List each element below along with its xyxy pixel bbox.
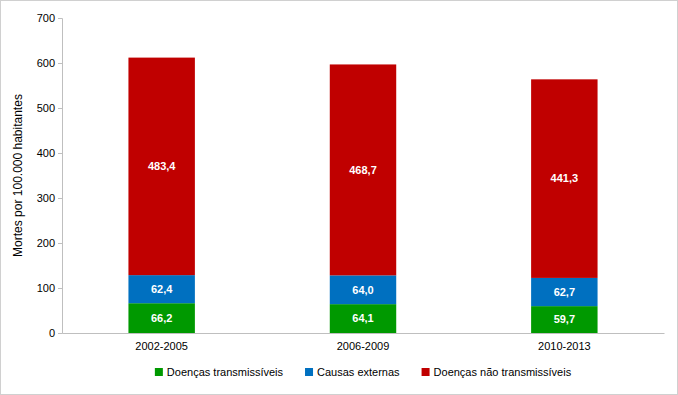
data-label: 64,0 xyxy=(352,284,373,296)
data-label: 468,7 xyxy=(349,164,377,176)
data-label: 66,2 xyxy=(151,312,172,324)
x-tick: 2002-2005 xyxy=(135,333,188,352)
y-tick-label: 300 xyxy=(37,192,55,204)
x-axis-line xyxy=(63,333,665,334)
y-tick-label: 600 xyxy=(37,57,55,69)
y-tick-mark xyxy=(58,63,62,64)
y-tick-label: 100 xyxy=(37,282,55,294)
y-tick-mark xyxy=(58,18,62,19)
x-axis: 2002-2005 2006-2009 2010-2013 xyxy=(63,333,665,352)
y-tick: 200 xyxy=(37,237,62,249)
x-tick-label: 2006-2009 xyxy=(337,340,390,352)
y-tick-label: 700 xyxy=(37,12,55,24)
legend-item: Causas externas xyxy=(305,366,400,378)
bar xyxy=(531,79,597,278)
y-tick-mark xyxy=(58,243,62,244)
bar xyxy=(330,64,396,275)
y-tick: 100 xyxy=(37,282,62,294)
y-tick: 400 xyxy=(37,147,62,159)
y-tick-mark xyxy=(58,333,62,334)
chart-frame xyxy=(1,1,678,395)
bar xyxy=(531,306,597,333)
legend-item: Doenças não transmissíveis xyxy=(422,366,572,378)
y-tick-mark xyxy=(58,198,62,199)
y-axis-title: Mortes por 100.000 habitantes xyxy=(11,94,25,257)
y-tick-mark xyxy=(58,153,62,154)
data-label: 441,3 xyxy=(551,172,579,184)
legend-swatch xyxy=(422,368,430,376)
chart: 0 100 200 300 400 500 600 700 2002-2005 2006-2009… xyxy=(0,0,678,395)
data-label: 59,7 xyxy=(554,313,575,325)
legend: Doenças transmissíveis Causas externas Doe… xyxy=(155,366,572,378)
plot: 0 100 200 300 400 500 600 700 2002-2005 2006-2009… xyxy=(37,12,665,352)
x-tick: 2010-2013 xyxy=(538,333,591,352)
bar xyxy=(128,58,194,276)
y-tick-label: 0 xyxy=(49,327,55,339)
data-label: 483,4 xyxy=(148,160,176,172)
bars xyxy=(128,58,597,333)
legend-label: Doenças não transmissíveis xyxy=(434,366,572,378)
x-tick-label: 2002-2005 xyxy=(135,340,188,352)
bar xyxy=(531,278,597,306)
legend-label: Doenças transmissíveis xyxy=(167,366,284,378)
data-label: 62,7 xyxy=(554,286,575,298)
x-tick: 2006-2009 xyxy=(337,333,390,352)
y-axis-line xyxy=(58,19,63,334)
legend-item: Doenças transmissíveis xyxy=(155,366,284,378)
x-tick-label: 2010-2013 xyxy=(538,340,591,352)
legend-label: Causas externas xyxy=(317,366,400,378)
y-tick-mark xyxy=(58,288,62,289)
legend-swatch xyxy=(305,368,313,376)
y-tick-label: 200 xyxy=(37,237,55,249)
legend-swatch xyxy=(155,368,163,376)
y-tick-mark xyxy=(58,108,62,109)
y-tick: 600 xyxy=(37,57,62,69)
y-tick: 300 xyxy=(37,192,62,204)
y-axis: 0 100 200 300 400 500 600 700 xyxy=(37,12,63,339)
data-label: 62,4 xyxy=(151,283,173,295)
bar xyxy=(330,304,396,333)
y-tick: 0 xyxy=(49,327,62,339)
y-tick-label: 400 xyxy=(37,147,55,159)
data-label: 64,1 xyxy=(352,312,373,324)
y-tick: 700 xyxy=(37,12,62,24)
data-labels: 66,2 64,1 59,7 62,4 64,0 62,7 483,4 468,7 441,3 xyxy=(148,160,578,325)
y-tick-label: 500 xyxy=(37,102,55,114)
bar xyxy=(330,275,396,304)
y-tick: 500 xyxy=(37,102,62,114)
bar xyxy=(128,303,194,333)
bar xyxy=(128,275,194,303)
